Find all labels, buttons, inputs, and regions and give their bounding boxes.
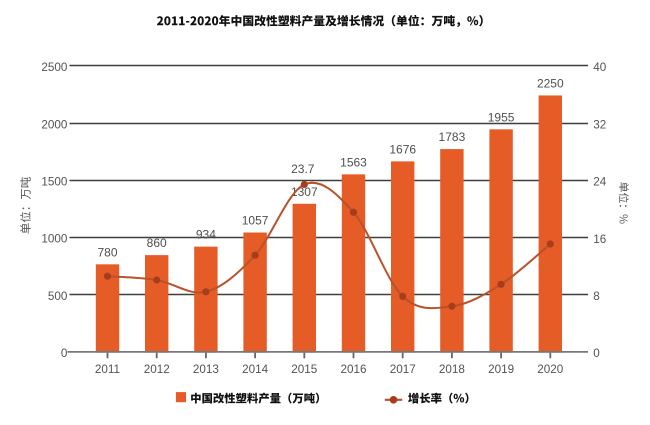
svg-text:2250: 2250 <box>537 76 564 90</box>
svg-text:23.7: 23.7 <box>291 162 315 176</box>
svg-text:934: 934 <box>196 228 216 242</box>
svg-text:1500: 1500 <box>41 176 68 189</box>
svg-text:2011: 2011 <box>95 363 120 376</box>
svg-text:2015: 2015 <box>291 363 318 376</box>
svg-text:1000: 1000 <box>41 233 68 246</box>
svg-text:1955: 1955 <box>488 110 515 124</box>
svg-text:2014: 2014 <box>242 363 269 376</box>
svg-text:0: 0 <box>61 347 68 360</box>
svg-text:2500: 2500 <box>41 61 68 74</box>
svg-text:2020: 2020 <box>537 363 564 376</box>
svg-text:2017: 2017 <box>390 363 416 376</box>
svg-text:16: 16 <box>593 233 606 246</box>
svg-text:2013: 2013 <box>193 363 219 376</box>
svg-text:1783: 1783 <box>439 130 466 144</box>
svg-text:500: 500 <box>48 290 68 303</box>
svg-text:780: 780 <box>97 245 117 259</box>
svg-text:32: 32 <box>593 118 606 131</box>
svg-text:2016: 2016 <box>340 363 366 376</box>
svg-text:2000: 2000 <box>41 118 68 131</box>
svg-text:40: 40 <box>593 61 607 74</box>
svg-text:2018: 2018 <box>439 363 465 376</box>
svg-text:860: 860 <box>147 236 167 250</box>
svg-text:2019: 2019 <box>488 363 514 376</box>
svg-text:1057: 1057 <box>242 214 269 228</box>
svg-text:24: 24 <box>593 176 607 189</box>
svg-text:8: 8 <box>593 290 600 303</box>
svg-text:0: 0 <box>593 347 600 360</box>
svg-text:2012: 2012 <box>144 363 170 376</box>
svg-text:1676: 1676 <box>389 142 416 156</box>
svg-text:1563: 1563 <box>340 155 367 169</box>
